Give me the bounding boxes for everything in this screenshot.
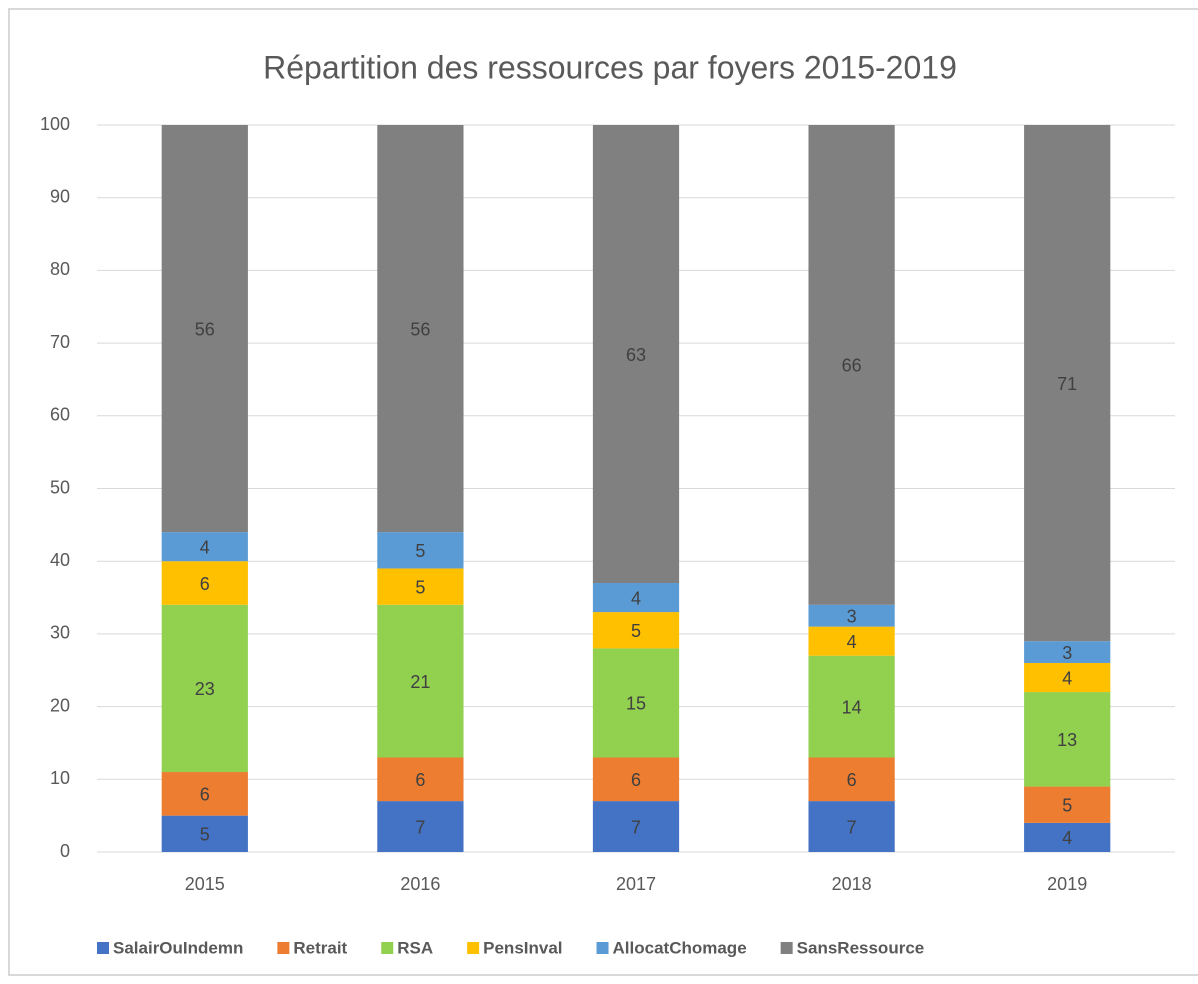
legend-label: SalairOuIndemn bbox=[113, 938, 243, 957]
bar-segment bbox=[161, 561, 248, 605]
data-label: 13 bbox=[1057, 730, 1077, 750]
bar-segment bbox=[592, 757, 680, 802]
legend-swatch bbox=[596, 942, 609, 954]
legend-swatch bbox=[381, 942, 394, 954]
bar-segment bbox=[161, 772, 248, 816]
bar-segment bbox=[808, 604, 895, 627]
legend-label: Retrait bbox=[293, 938, 347, 957]
data-label: 4 bbox=[631, 588, 641, 608]
y-tick-label: 20 bbox=[50, 695, 70, 715]
data-label: 7 bbox=[847, 817, 857, 837]
bar-segment bbox=[1024, 786, 1111, 823]
bar-segment bbox=[377, 757, 464, 802]
bar-segment bbox=[808, 626, 895, 656]
bar-segment bbox=[1024, 822, 1111, 852]
data-label: 5 bbox=[631, 621, 641, 641]
data-label: 7 bbox=[415, 817, 425, 837]
data-label: 56 bbox=[410, 319, 430, 339]
y-tick-label: 50 bbox=[50, 477, 70, 497]
data-label: 4 bbox=[847, 632, 857, 652]
data-label: 5 bbox=[200, 825, 210, 845]
x-tick-label: 2015 bbox=[185, 874, 225, 894]
bar-segment bbox=[377, 604, 464, 758]
data-label: 4 bbox=[1062, 668, 1072, 688]
y-tick-label: 90 bbox=[50, 186, 70, 206]
data-label: 6 bbox=[847, 770, 857, 790]
bar-segment bbox=[1024, 641, 1111, 663]
data-label: 71 bbox=[1057, 374, 1077, 394]
bar-segment bbox=[161, 815, 248, 852]
bar-segment bbox=[592, 125, 680, 584]
bar-segment bbox=[377, 532, 464, 569]
data-label: 23 bbox=[195, 679, 215, 699]
x-tick-label: 2019 bbox=[1047, 874, 1087, 894]
data-label: 3 bbox=[847, 606, 857, 626]
legend-swatch bbox=[97, 942, 109, 954]
data-label: 3 bbox=[1062, 643, 1072, 663]
data-label: 7 bbox=[631, 817, 641, 837]
data-label: 5 bbox=[415, 541, 425, 561]
bar-segment bbox=[808, 757, 895, 802]
legend-swatch bbox=[780, 942, 793, 954]
bar-segment bbox=[161, 532, 248, 562]
bar-segment bbox=[1024, 662, 1111, 693]
bar-segment bbox=[377, 125, 464, 533]
legend-label: SansRessource bbox=[797, 938, 925, 957]
bar-segment bbox=[161, 125, 248, 533]
data-label: 4 bbox=[1062, 828, 1072, 848]
y-tick-label: 70 bbox=[50, 332, 70, 352]
data-label: 21 bbox=[410, 672, 430, 692]
y-tick-label: 100 bbox=[40, 114, 70, 134]
data-label: 15 bbox=[626, 694, 646, 714]
data-label: 66 bbox=[842, 356, 862, 376]
legend-label: PensInval bbox=[483, 938, 562, 957]
y-tick-label: 30 bbox=[50, 623, 70, 643]
bar-segment bbox=[592, 583, 680, 613]
data-label: 4 bbox=[200, 537, 210, 557]
bar-segment bbox=[592, 612, 680, 649]
data-label: 63 bbox=[626, 345, 646, 365]
bar-segment bbox=[808, 125, 895, 605]
data-label: 6 bbox=[415, 770, 425, 790]
chart-title: Répartition des ressources par foyers 20… bbox=[263, 49, 957, 85]
x-tick-label: 2018 bbox=[832, 874, 872, 894]
legend-label: RSA bbox=[397, 938, 433, 957]
data-label: 6 bbox=[200, 574, 210, 594]
data-label: 14 bbox=[842, 697, 862, 717]
x-tick-label: 2017 bbox=[616, 874, 656, 894]
y-tick-label: 80 bbox=[50, 259, 70, 279]
x-tick-label: 2016 bbox=[400, 874, 440, 894]
data-label: 5 bbox=[415, 577, 425, 597]
bar-segment bbox=[592, 648, 680, 758]
legend-swatch bbox=[277, 942, 290, 954]
data-label: 5 bbox=[1062, 795, 1072, 815]
bar-segment bbox=[592, 801, 680, 852]
y-tick-label: 0 bbox=[60, 841, 70, 861]
y-tick-label: 10 bbox=[50, 768, 70, 788]
y-tick-label: 60 bbox=[50, 405, 70, 425]
bar-segment bbox=[808, 655, 895, 758]
y-tick-label: 40 bbox=[50, 550, 70, 570]
data-label: 56 bbox=[195, 319, 215, 339]
data-label: 6 bbox=[631, 770, 641, 790]
bar-segment bbox=[377, 801, 464, 852]
bar-segment bbox=[161, 604, 248, 773]
bar-segment bbox=[1024, 125, 1111, 642]
bar-segment bbox=[377, 568, 464, 605]
legend-label: AllocatChomage bbox=[613, 938, 747, 957]
data-label: 6 bbox=[200, 785, 210, 805]
legend-swatch bbox=[467, 942, 480, 954]
bar-segment bbox=[808, 801, 895, 852]
bar-segment bbox=[1024, 692, 1111, 787]
